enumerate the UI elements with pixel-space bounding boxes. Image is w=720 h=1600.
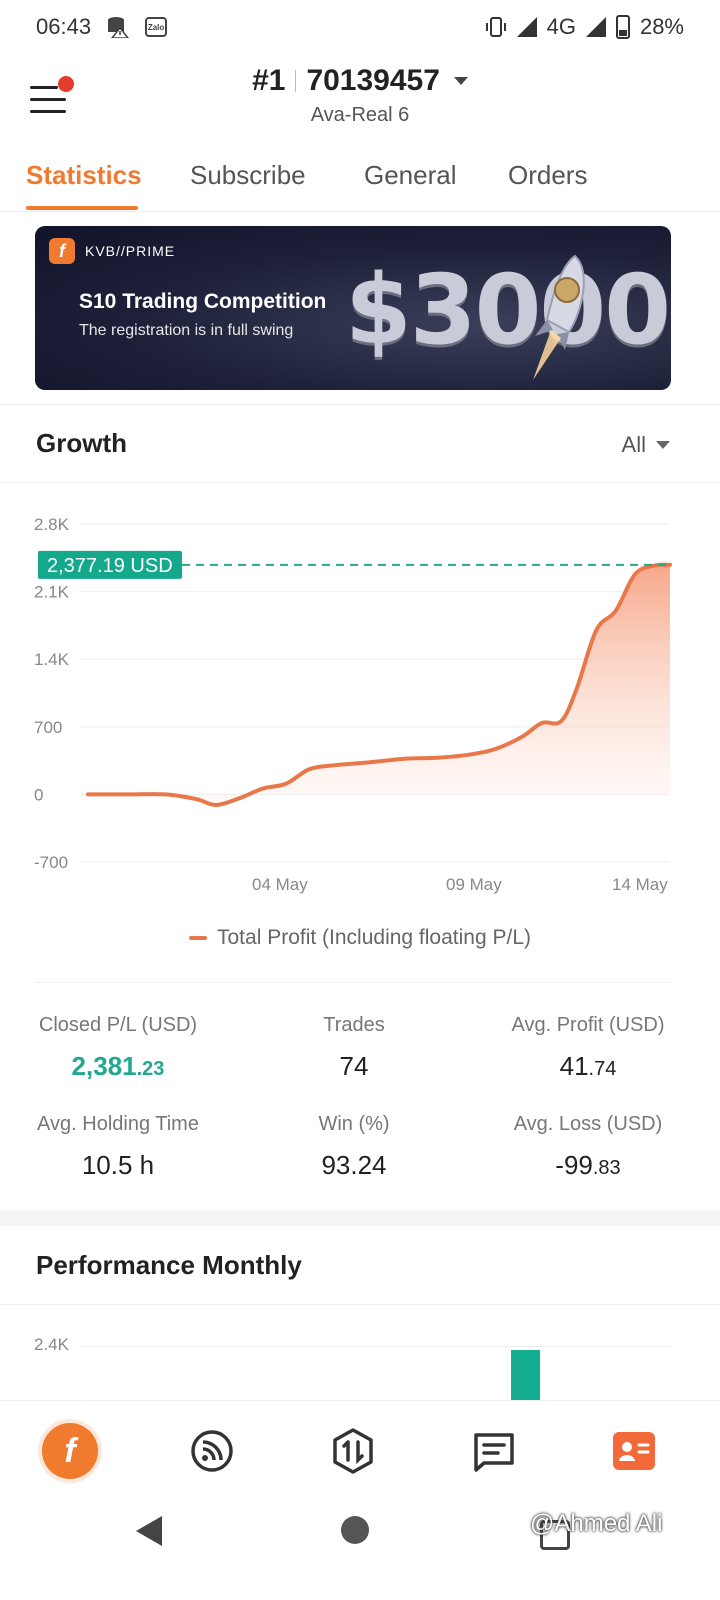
account-number: 70139457 — [306, 64, 440, 97]
y-tick-label: 1.4K — [34, 650, 70, 669]
watermark-text: @Ahmed Ali — [530, 1510, 663, 1537]
recent-apps-icon[interactable] — [540, 1520, 570, 1550]
y-tick-label: 0 — [34, 785, 43, 804]
current-value-tag: 2,377.19 USD — [38, 550, 182, 579]
growth-filter-value: All — [621, 432, 646, 457]
notification-dot — [58, 76, 74, 92]
nav-feed[interactable] — [182, 1421, 242, 1481]
stat-closed-pl: Closed P/L (USD) 2,381.23 — [20, 1014, 216, 1082]
nav-trade[interactable] — [323, 1421, 383, 1481]
system-navigation-bar: @Ahmed Ali — [0, 1490, 720, 1600]
home-logo-icon: f — [42, 1423, 98, 1479]
tab-bar: Statistics Subscribe General Orders — [0, 154, 720, 212]
legend-line-marker — [189, 936, 207, 941]
tab-general[interactable]: General — [364, 160, 457, 190]
stat-avg-holding: Avg. Holding Time 10.5 h — [20, 1113, 216, 1181]
y-tick-label: 700 — [34, 718, 62, 737]
trade-arrows-icon — [333, 1428, 373, 1474]
stat-closed-pl-label: Closed P/L (USD) — [38, 1014, 198, 1036]
tab-statistics[interactable]: Statistics — [26, 160, 142, 190]
back-icon[interactable] — [136, 1516, 162, 1546]
stat-avg-loss-value: -99.83 — [555, 1150, 621, 1180]
nav-messages[interactable] — [464, 1421, 524, 1481]
promo-banner[interactable]: f KVB//PRIME S10 Trading Competition The… — [35, 226, 671, 390]
stat-closed-pl-value: 2,381.23 — [71, 1051, 165, 1081]
stat-win-label: Win (%) — [318, 1113, 390, 1135]
profile-card-icon — [613, 1432, 655, 1470]
active-tab-indicator — [26, 206, 138, 210]
chart-series-line — [86, 562, 672, 808]
legend-label: Total Profit (Including floating P/L) — [217, 926, 531, 949]
feed-icon — [191, 1430, 233, 1472]
stat-avg-loss-label: Avg. Loss (USD) — [513, 1113, 663, 1135]
account-subtitle: Ava-Real 6 — [310, 104, 410, 126]
tab-subscribe[interactable]: Subscribe — [190, 160, 306, 190]
message-icon — [474, 1433, 514, 1472]
y-tick-label: 2.1K — [34, 583, 70, 602]
performance-gridline — [80, 1346, 672, 1347]
status-bar: 06:43 Zalo 4G 28% — [0, 0, 720, 54]
menu-icon — [30, 86, 58, 89]
stat-avg-profit: Avg. Profit (USD) 41.74 — [490, 1014, 686, 1082]
stat-trades-label: Trades — [323, 1014, 385, 1036]
zalo-icon: Zalo — [145, 17, 168, 37]
tab-orders[interactable]: Orders — [508, 160, 588, 190]
vibrate-icon — [485, 17, 506, 37]
growth-filter-dropdown[interactable]: All — [622, 432, 670, 458]
banner-subtitle: The registration is in full swing — [79, 322, 294, 339]
menu-button[interactable] — [28, 76, 74, 116]
stat-avg-holding-label: Avg. Holding Time — [37, 1113, 199, 1135]
growth-title: Growth — [36, 428, 127, 458]
account-rank: #1 — [252, 64, 286, 97]
home-circle-icon[interactable] — [341, 1516, 369, 1544]
stat-win-value: 93.24 — [321, 1150, 387, 1180]
stat-avg-loss: Avg. Loss (USD) -99.83 — [490, 1113, 686, 1181]
signal-icon — [516, 17, 537, 37]
x-tick-label: 14 May — [612, 875, 668, 894]
banner-title: S10 Trading Competition — [79, 290, 327, 313]
bottom-nav: f — [0, 1400, 720, 1490]
current-value-label: 2,377.19 USD — [47, 555, 173, 577]
battery-icon — [615, 15, 630, 39]
signal-icon-2 — [585, 17, 606, 37]
stat-win: Win (%) 93.24 — [270, 1113, 438, 1181]
brand-logo-icon: f — [49, 238, 75, 264]
chevron-down-icon — [453, 77, 468, 85]
section-separator — [0, 1210, 720, 1226]
chart-legend: Total Profit (Including floating P/L) — [0, 926, 720, 950]
battery-level: 28% — [639, 14, 684, 39]
status-time: 06:43 — [36, 14, 92, 39]
rocket-icon — [533, 254, 585, 380]
chevron-down-icon — [656, 441, 670, 449]
database-alert-icon — [108, 17, 130, 38]
performance-tick-label: 2.4K — [34, 1335, 69, 1354]
y-tick-label: 2.8K — [34, 515, 70, 534]
banner-brand: KVB//PRIME — [85, 243, 176, 259]
nav-home[interactable]: f — [40, 1421, 100, 1481]
x-tick-label: 09 May — [446, 875, 502, 894]
banner-amount: $30000 — [345, 254, 671, 366]
stat-trades-value: 74 — [339, 1051, 369, 1081]
performance-monthly-title: Performance Monthly — [36, 1250, 302, 1280]
x-tick-label: 04 May — [252, 875, 308, 894]
stat-trades: Trades 74 — [270, 1014, 438, 1082]
stat-avg-profit-value: 41.74 — [559, 1051, 617, 1081]
account-selector[interactable]: #1 70139457 Ava-Real 6 — [0, 64, 720, 127]
performance-bar[interactable] — [511, 1350, 540, 1402]
growth-chart: 2,377.19 USD 2.8K 2.1K 1.4K 700 0 -700 04 May 0… — [34, 515, 672, 894]
nav-profile[interactable] — [604, 1421, 664, 1481]
stat-avg-profit-label: Avg. Profit (USD) — [511, 1014, 665, 1036]
app-header: #1 70139457 Ava-Real 6 — [0, 54, 720, 154]
y-tick-label: -700 — [34, 853, 68, 872]
chart-area-fill — [88, 564, 670, 806]
network-type: 4G — [546, 14, 576, 39]
stat-avg-holding-value: 10.5 h — [81, 1150, 155, 1180]
